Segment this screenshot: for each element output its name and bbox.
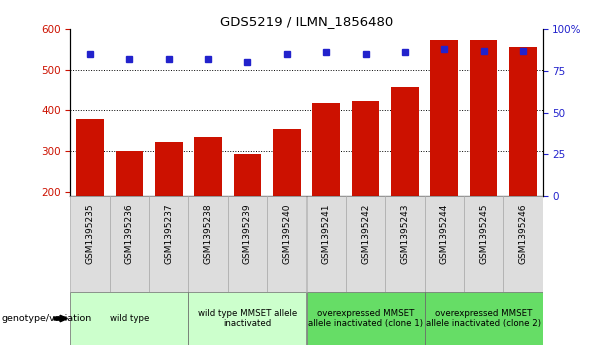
Bar bbox=[70, 196, 110, 292]
Bar bbox=[391, 87, 419, 196]
Bar bbox=[149, 196, 189, 292]
Text: GSM1395245: GSM1395245 bbox=[479, 204, 488, 264]
Text: genotype/variation: genotype/variation bbox=[2, 314, 92, 323]
Bar bbox=[424, 292, 543, 345]
Bar bbox=[110, 196, 149, 292]
Bar bbox=[509, 46, 536, 196]
Bar bbox=[313, 103, 340, 196]
Text: overexpressed MMSET
allele inactivated (clone 2): overexpressed MMSET allele inactivated (… bbox=[426, 309, 541, 328]
Text: wild type: wild type bbox=[110, 314, 149, 323]
Text: GSM1395239: GSM1395239 bbox=[243, 204, 252, 264]
Text: GSM1395237: GSM1395237 bbox=[164, 204, 173, 264]
Text: GSM1395235: GSM1395235 bbox=[86, 204, 94, 264]
Bar bbox=[306, 196, 346, 292]
Bar bbox=[385, 196, 424, 292]
Text: GSM1395243: GSM1395243 bbox=[400, 204, 409, 264]
Bar bbox=[234, 155, 261, 196]
Title: GDS5219 / ILMN_1856480: GDS5219 / ILMN_1856480 bbox=[220, 15, 393, 28]
Bar bbox=[430, 40, 458, 196]
Bar bbox=[352, 101, 379, 196]
Bar bbox=[346, 196, 385, 292]
Text: GSM1395238: GSM1395238 bbox=[204, 204, 213, 264]
Bar bbox=[306, 292, 424, 345]
Text: GSM1395244: GSM1395244 bbox=[440, 204, 449, 264]
Text: GSM1395246: GSM1395246 bbox=[519, 204, 527, 264]
Text: GSM1395236: GSM1395236 bbox=[125, 204, 134, 264]
Bar bbox=[273, 129, 300, 196]
Bar bbox=[77, 119, 104, 196]
Text: GSM1395241: GSM1395241 bbox=[322, 204, 330, 264]
Bar bbox=[189, 292, 306, 345]
Bar bbox=[267, 196, 306, 292]
Bar bbox=[464, 196, 503, 292]
Text: GSM1395240: GSM1395240 bbox=[283, 204, 291, 264]
Bar bbox=[194, 137, 222, 196]
Bar bbox=[70, 292, 189, 345]
Text: GSM1395242: GSM1395242 bbox=[361, 204, 370, 264]
Bar bbox=[116, 151, 143, 196]
Bar bbox=[424, 196, 464, 292]
Bar bbox=[470, 40, 497, 196]
Bar bbox=[189, 196, 228, 292]
Text: overexpressed MMSET
allele inactivated (clone 1): overexpressed MMSET allele inactivated (… bbox=[308, 309, 423, 328]
Text: wild type MMSET allele
inactivated: wild type MMSET allele inactivated bbox=[198, 309, 297, 328]
Bar bbox=[503, 196, 543, 292]
Bar bbox=[155, 142, 183, 196]
Bar bbox=[228, 196, 267, 292]
